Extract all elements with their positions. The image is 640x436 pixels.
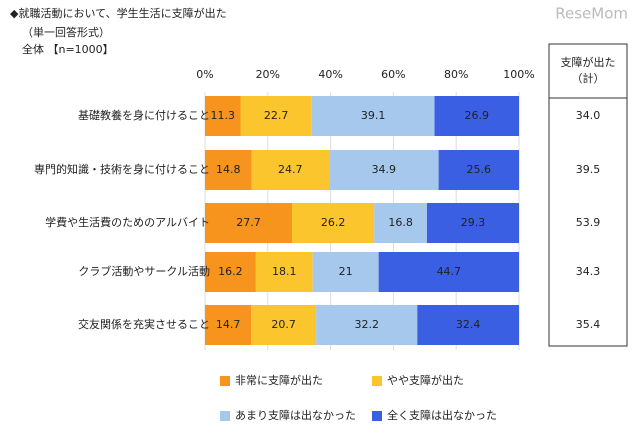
bar-segment <box>205 150 252 190</box>
x-tick-label: 80% <box>444 68 468 81</box>
chart-subtitle: （単一回答形式） <box>22 25 110 39</box>
y-tick-label: 基礎教養を身に付けること <box>78 108 210 122</box>
bar-segment <box>426 203 519 243</box>
totals-box <box>548 43 628 347</box>
x-tick-label: 60% <box>381 68 405 81</box>
data-label: 26.9 <box>465 109 490 122</box>
totals-header: （計） <box>572 71 605 85</box>
legend-swatch <box>220 411 230 421</box>
watermark: ReseMom <box>555 5 628 23</box>
total-label: 39.5 <box>576 163 601 176</box>
bar-segment <box>312 252 379 292</box>
total-label: 35.4 <box>576 318 601 331</box>
bar-segment <box>251 150 330 190</box>
legend-swatch <box>220 376 230 386</box>
total-label: 34.3 <box>576 265 601 278</box>
bar-segment <box>374 203 427 243</box>
x-tick-label: 0% <box>196 68 213 81</box>
data-label: 32.2 <box>354 318 379 331</box>
data-label: 29.3 <box>461 216 486 229</box>
legend-label: 全く支障は出なかった <box>387 408 497 422</box>
data-label: 34.9 <box>372 163 397 176</box>
data-label: 21 <box>339 265 353 278</box>
legend-label: やや支障が出た <box>387 373 464 387</box>
data-label: 25.6 <box>467 163 492 176</box>
data-label: 14.7 <box>216 318 241 331</box>
x-tick-label: 20% <box>256 68 280 81</box>
data-label: 20.7 <box>271 318 296 331</box>
bar-segment <box>205 252 256 292</box>
data-label: 44.7 <box>437 265 462 278</box>
chart-subtitle: 全体 【n=1000】 <box>22 42 114 56</box>
data-label: 11.3 <box>210 109 235 122</box>
bar-segment <box>291 203 375 243</box>
y-tick-label: 学費や生活費のためのアルバイト <box>45 215 210 229</box>
total-label: 53.9 <box>576 216 601 229</box>
data-label: 18.1 <box>272 265 297 278</box>
bar-segment <box>240 96 312 136</box>
data-label: 39.1 <box>361 109 386 122</box>
total-label: 34.0 <box>576 109 601 122</box>
data-label: 24.7 <box>278 163 303 176</box>
x-tick-label: 100% <box>503 68 534 81</box>
data-label: 26.2 <box>321 216 346 229</box>
data-label: 16.2 <box>218 265 243 278</box>
data-label: 16.8 <box>388 216 413 229</box>
bar-segment <box>378 252 519 292</box>
bar-segment <box>205 203 292 243</box>
bar-segment <box>205 305 252 345</box>
chart-title: ◆就職活動において、学生生活に支障が出た <box>10 6 227 20</box>
legend-swatch <box>372 411 382 421</box>
bar-segment <box>311 96 435 136</box>
totals-header: 支障が出た <box>561 55 616 69</box>
data-label: 27.7 <box>236 216 261 229</box>
bar-segment <box>205 96 241 136</box>
bar-segment <box>417 305 519 345</box>
y-tick-label: 専門的知識・技術を身に付けること <box>34 162 210 176</box>
legend-label: 非常に支障が出た <box>235 373 323 387</box>
bar-segment <box>251 305 317 345</box>
bar-segment <box>255 252 313 292</box>
data-label: 14.8 <box>216 163 241 176</box>
y-tick-label: クラブ活動やサークル活動 <box>78 264 210 278</box>
x-tick-label: 40% <box>318 68 342 81</box>
bar-segment <box>329 150 439 190</box>
y-tick-label: 交友関係を充実させること <box>78 317 210 331</box>
bar-segment <box>434 96 519 136</box>
data-label: 32.4 <box>456 318 481 331</box>
bar-segment <box>316 305 418 345</box>
bar-segment <box>438 150 519 190</box>
data-label: 22.7 <box>264 109 289 122</box>
legend-swatch <box>372 376 382 386</box>
legend-label: あまり支障は出なかった <box>235 408 356 422</box>
